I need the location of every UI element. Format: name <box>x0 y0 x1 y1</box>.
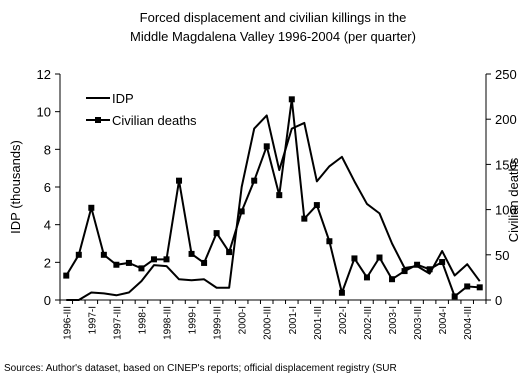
x-tick-label: 2004-III <box>463 306 474 340</box>
civilian-deaths-point <box>125 259 132 266</box>
chart-title-line-1: Forced displacement and civilian killing… <box>140 10 407 25</box>
civilian-deaths-point <box>313 202 320 209</box>
civilian-deaths-point <box>238 208 245 215</box>
civilian-deaths-point <box>276 192 283 199</box>
legend-deaths-swatch-marker <box>95 117 101 123</box>
civilian-deaths-point <box>188 250 195 257</box>
y2-axis-title: Civilian deaths <box>506 157 521 242</box>
y2-tick-label: 200 <box>495 112 517 127</box>
y2-tick-label: 100 <box>495 203 517 218</box>
y-tick-label: 12 <box>37 67 51 82</box>
x-tick-label: 2004-I <box>438 306 449 334</box>
y-tick-label: 2 <box>44 255 51 270</box>
civilian-deaths-point <box>389 276 396 283</box>
y2-tick-label: 50 <box>495 248 509 263</box>
civilian-deaths-point <box>263 143 270 150</box>
x-tick-label: 1996-III <box>62 306 73 340</box>
x-tick-label: 2003-III <box>413 306 424 340</box>
y-axis-title: IDP (thousands) <box>8 140 23 234</box>
source-note: Sources: Author's dataset, based on CINE… <box>4 363 397 374</box>
legend: IDP Civilian deaths <box>86 91 197 128</box>
x-tick-label: 2000-I <box>238 306 249 334</box>
y-tick-label: 4 <box>44 218 51 233</box>
civilian-deaths-point <box>451 293 458 300</box>
x-tick-label: 1999-I <box>188 306 199 334</box>
ticks: 0 2 4 6 8 10 12 0 50 100 150 200 250 1996-III 1997-I 19… <box>37 67 517 340</box>
civilian-deaths-point <box>401 268 408 275</box>
civilian-deaths-point <box>88 204 95 211</box>
x-tick-label: 1998-I <box>137 306 148 334</box>
civilian-deaths-point <box>439 259 446 266</box>
civilian-deaths-point <box>150 256 157 263</box>
series-layer <box>63 96 483 301</box>
x-tick-label: 1997-I <box>87 306 98 334</box>
x-tick-label: 2001-I <box>288 306 299 334</box>
y-tick-label: 6 <box>44 180 51 195</box>
x-tick-label: 1998-III <box>163 306 174 340</box>
idp-line <box>66 114 481 301</box>
civilian-deaths-point <box>226 249 233 256</box>
civilian-deaths-point <box>326 238 333 245</box>
x-tick-label: 2000-III <box>263 306 274 340</box>
civilian-deaths-point <box>414 261 421 268</box>
civilian-deaths-point <box>75 251 82 258</box>
civilian-deaths-point <box>163 256 170 263</box>
x-tick-label: 1999-III <box>213 306 224 340</box>
x-tick-label: 2001-III <box>313 306 324 340</box>
civilian-deaths-point <box>338 289 345 296</box>
x-tick-label: 2002-III <box>363 306 374 340</box>
civilian-deaths-point <box>251 177 258 184</box>
civilian-deaths-point <box>100 251 107 258</box>
civilian-deaths-point <box>426 266 433 273</box>
civilian-deaths-point <box>464 283 471 290</box>
chart-title-line-2: Middle Magdalena Valley 1996-2004 (per q… <box>130 29 416 44</box>
civilian-deaths-point <box>113 261 120 268</box>
civilian-deaths-point <box>201 259 208 266</box>
y-tick-label: 10 <box>37 105 51 120</box>
y-tick-label: 8 <box>44 142 51 157</box>
civilian-deaths-point <box>63 272 70 279</box>
civilian-deaths-point <box>288 96 295 103</box>
civilian-deaths-point <box>176 177 183 184</box>
x-tick-label: 2002-I <box>338 306 349 334</box>
x-tick-label: 2003-I <box>388 306 399 334</box>
y2-tick-label: 0 <box>495 293 502 308</box>
civilian-deaths-point <box>363 274 370 281</box>
civilian-deaths-point <box>213 230 220 237</box>
y2-tick-label: 250 <box>495 67 517 82</box>
civilian-deaths-point <box>376 254 383 261</box>
civilian-deaths-point <box>351 255 358 262</box>
civilian-deaths-point <box>138 265 145 272</box>
civilian-deaths-point <box>476 284 483 291</box>
y-tick-label: 0 <box>44 293 51 308</box>
civilian-deaths-point <box>301 215 308 222</box>
legend-idp-label: IDP <box>112 91 134 106</box>
x-tick-label: 1997-III <box>112 306 123 340</box>
legend-deaths-label: Civilian deaths <box>112 113 197 128</box>
y2-tick-label: 150 <box>495 157 517 172</box>
civilian-deaths-line <box>65 98 480 298</box>
